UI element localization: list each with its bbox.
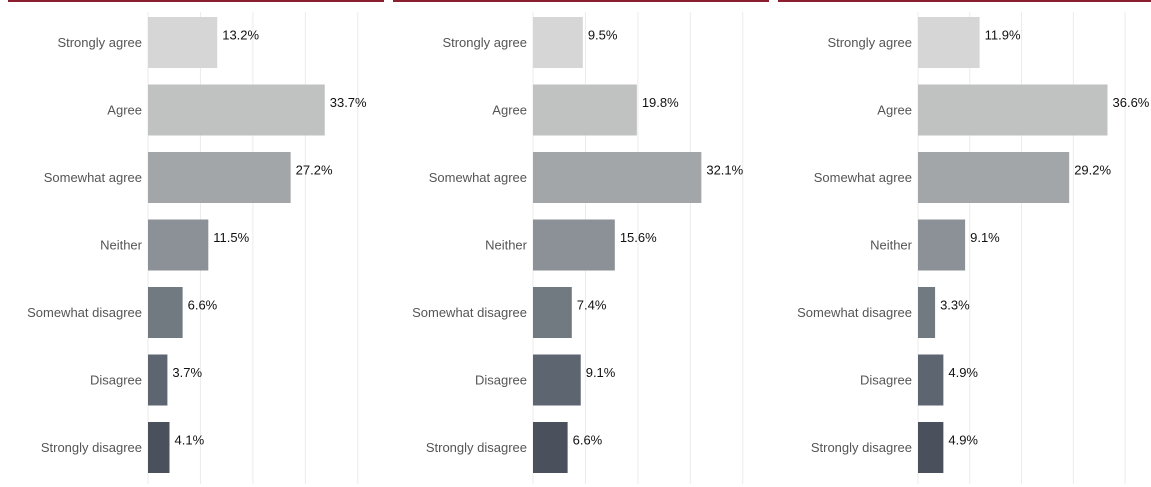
category-label: Somewhat agree [429,170,527,185]
category-label: Somewhat disagree [412,305,527,320]
panel-3-top-rule [778,0,1151,2]
bar [918,17,980,68]
chart-panel-1: Strongly agree 13.2% Agree 33.7% Somewhat ag… [0,0,385,487]
bar [148,354,168,406]
bar [533,354,581,406]
bar [918,84,1108,136]
value-label: 32.1% [706,163,743,178]
bar [918,354,944,406]
value-label: 6.6% [573,433,603,448]
value-label: 36.6% [1113,95,1150,110]
bar [918,287,936,338]
bar [918,422,944,473]
value-label: 6.6% [188,298,218,313]
value-label: 7.4% [577,298,607,313]
category-label: Agree [107,103,142,118]
category-label: Strongly agree [57,35,142,50]
category-label: Neither [100,238,143,253]
bar [918,152,1070,203]
panel-1-top-rule [8,0,384,2]
bar [148,84,325,136]
category-label: Somewhat agree [814,170,912,185]
bar [533,84,637,136]
bar-chart-1: Strongly agree 13.2% Agree 33.7% Somewhat ag… [27,12,367,484]
bar [918,219,966,271]
value-label: 9.1% [586,365,616,380]
bar [148,152,291,203]
bar [148,287,183,338]
category-label: Disagree [475,373,527,388]
bar [533,422,568,473]
panel-2-top-rule [393,0,769,2]
value-label: 3.3% [940,298,970,313]
category-label: Disagree [860,373,912,388]
category-label: Strongly agree [442,35,527,50]
category-label: Strongly disagree [426,440,527,455]
value-label: 11.9% [985,28,1021,43]
bar-chart-3: Strongly agree 11.9% Agree 36.6% Somewhat ag… [797,12,1150,484]
value-label: 4.9% [948,433,978,448]
category-label: Agree [492,103,527,118]
value-label: 15.6% [620,230,657,245]
chart-panel-2: Strongly agree 9.5% Agree 19.8% Somewhat agr… [385,0,770,487]
value-label: 29.2% [1074,163,1111,178]
value-label: 33.7% [330,95,367,110]
bar [148,219,209,271]
category-label: Neither [485,238,528,253]
category-label: Somewhat disagree [797,305,912,320]
value-label: 4.9% [948,365,978,380]
bar-chart-2: Strongly agree 9.5% Agree 19.8% Somewhat agr… [412,12,744,484]
bar [533,17,583,68]
value-label: 9.1% [970,230,1000,245]
value-label: 11.5% [213,230,249,245]
value-label: 13.2% [222,28,259,43]
value-label: 27.2% [296,163,333,178]
category-label: Somewhat agree [44,170,142,185]
category-label: Strongly disagree [41,440,142,455]
category-label: Strongly disagree [811,440,912,455]
value-label: 3.7% [172,365,202,380]
category-label: Strongly agree [827,35,912,50]
bar [533,287,572,338]
bar [148,422,170,473]
value-label: 4.1% [175,433,205,448]
category-label: Agree [877,103,912,118]
bar [148,17,218,68]
chart-panel-3: Strongly agree 11.9% Agree 36.6% Somewhat ag… [770,0,1151,487]
bar [533,152,702,203]
value-label: 19.8% [642,95,679,110]
value-label: 9.5% [588,28,618,43]
category-label: Neither [870,238,913,253]
category-label: Somewhat disagree [27,305,142,320]
bar [533,219,615,271]
category-label: Disagree [90,373,142,388]
